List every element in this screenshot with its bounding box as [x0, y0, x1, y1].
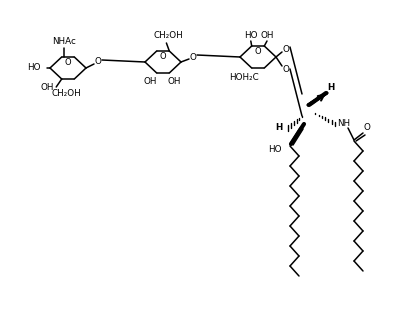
Text: CH₂OH: CH₂OH: [154, 32, 183, 41]
Text: NH: NH: [338, 119, 351, 129]
Text: O: O: [189, 53, 196, 61]
Text: O: O: [283, 44, 289, 54]
Text: HO: HO: [268, 146, 282, 154]
Text: HO: HO: [244, 32, 257, 41]
Text: HOH₂C: HOH₂C: [229, 73, 259, 83]
Text: OH: OH: [260, 32, 274, 41]
Text: O: O: [255, 47, 261, 56]
Text: O: O: [160, 52, 166, 61]
Text: H: H: [275, 123, 283, 133]
Text: OH: OH: [167, 77, 180, 87]
Text: O: O: [65, 58, 71, 67]
Text: O: O: [283, 65, 289, 73]
Text: OH: OH: [40, 83, 54, 93]
Text: O: O: [364, 123, 371, 133]
Text: NHAc: NHAc: [52, 37, 76, 45]
Text: O: O: [95, 58, 101, 66]
Text: OH: OH: [144, 77, 157, 87]
Text: CH₂OH: CH₂OH: [51, 89, 81, 98]
Text: H: H: [327, 83, 334, 93]
Text: HO: HO: [28, 64, 41, 72]
